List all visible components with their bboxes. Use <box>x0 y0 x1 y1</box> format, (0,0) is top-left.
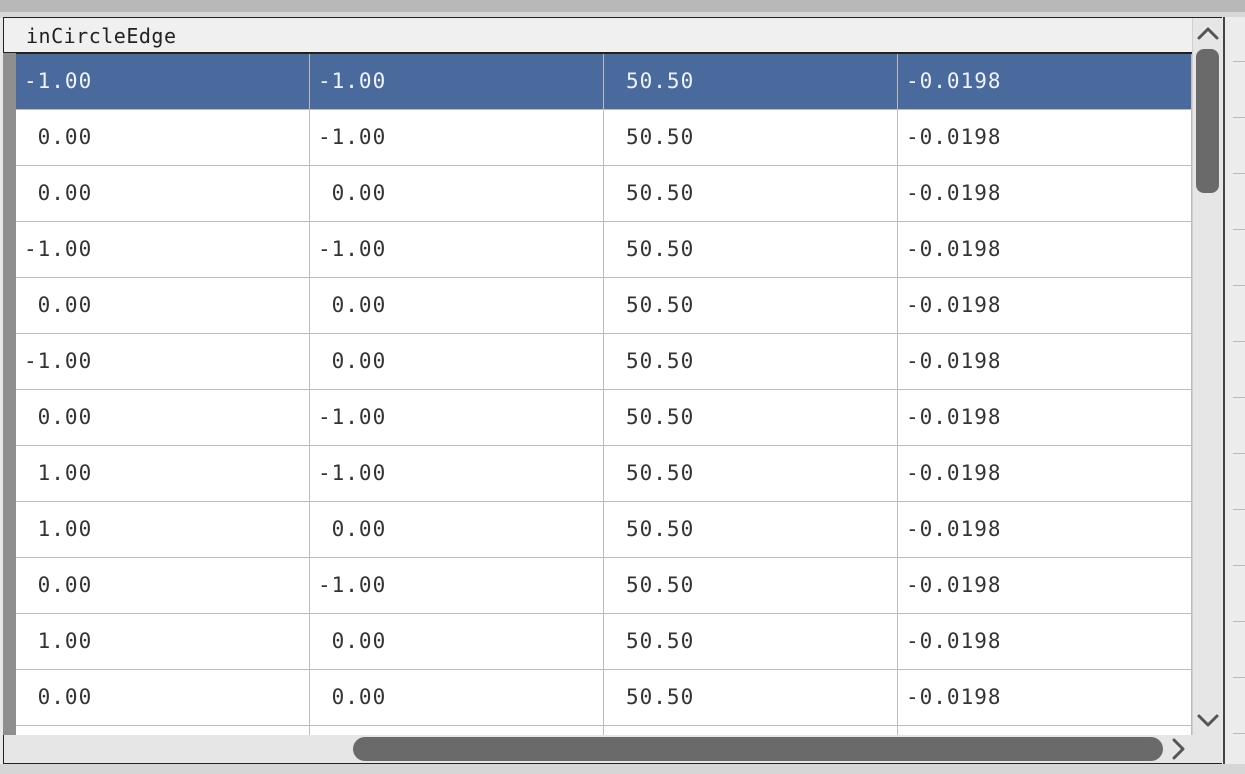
header-title: inCircleEdge <box>26 24 177 48</box>
table-cell[interactable]: -0.0198 <box>898 110 1192 165</box>
table-cell[interactable]: 50.50 <box>604 390 898 445</box>
table-cell[interactable]: -0.0198 <box>898 222 1192 277</box>
table-row[interactable]: 1.00 -1.00 50.50 -0.0198 <box>16 446 1192 502</box>
table-row[interactable]: 1.00 0.00 50.50 -0.0198 <box>16 614 1192 670</box>
chevron-right-icon[interactable] <box>1166 736 1190 762</box>
table-row-selected[interactable]: -1.00 -1.00 50.50 -0.0198 <box>16 54 1192 110</box>
table-cell[interactable]: -1.00 <box>16 334 310 389</box>
horizontal-scroll-thumb[interactable] <box>353 737 1163 761</box>
panel-divider <box>1233 61 1245 62</box>
panel-divider <box>1233 621 1245 622</box>
table-cell[interactable]: -1.00 <box>310 222 604 277</box>
panel-divider <box>1233 677 1245 678</box>
vertical-scroll-thumb[interactable] <box>1196 49 1219 193</box>
table-row[interactable]: 1.00 0.00 50.50 -0.0198 <box>16 502 1192 558</box>
table-cell[interactable]: 0.00 <box>310 278 604 333</box>
table-row[interactable]: 0.00 -1.00 50.50 -0.0198 <box>16 110 1192 166</box>
table-cell[interactable]: -1.00 <box>310 54 604 109</box>
table-row[interactable]: 0.00 0.00 50.50 -0.0198 <box>16 670 1192 726</box>
table-cell[interactable]: 50.50 <box>604 54 898 109</box>
table-row[interactable] <box>16 726 1192 735</box>
table-cell[interactable]: -0.0198 <box>898 390 1192 445</box>
table-cell[interactable]: -1.00 <box>16 222 310 277</box>
table-cell[interactable]: 50.50 <box>604 670 898 725</box>
table-cell[interactable]: 50.50 <box>604 558 898 613</box>
table-cell[interactable]: -0.0198 <box>898 614 1192 669</box>
chevron-down-icon[interactable] <box>1196 708 1220 732</box>
table-cell[interactable] <box>604 726 898 735</box>
panel-divider <box>1233 173 1245 174</box>
table-cell[interactable]: 0.00 <box>16 390 310 445</box>
table-cell[interactable]: -0.0198 <box>898 54 1192 109</box>
table-cell[interactable]: -1.00 <box>310 110 604 165</box>
scroll-corner <box>1192 735 1222 763</box>
panel-divider <box>1233 565 1245 566</box>
panel-divider <box>1233 453 1245 454</box>
table-cell[interactable]: -0.0198 <box>898 502 1192 557</box>
table-cell[interactable]: 1.00 <box>16 446 310 501</box>
table-cell[interactable]: 1.00 <box>16 614 310 669</box>
panel-divider <box>1233 397 1245 398</box>
row-header-strip <box>3 53 16 735</box>
table-cell[interactable]: 50.50 <box>604 222 898 277</box>
table-row[interactable]: 0.00 -1.00 50.50 -0.0198 <box>16 558 1192 614</box>
top-bar-edge <box>0 12 1245 18</box>
data-grid[interactable]: -1.00 -1.00 50.50 -0.0198 0.00 -1.00 50.50 -0.… <box>16 54 1192 735</box>
table-cell[interactable]: 1.00 <box>16 502 310 557</box>
table-cell[interactable]: 0.00 <box>310 502 604 557</box>
panel-divider <box>1233 509 1245 510</box>
table-cell[interactable]: 50.50 <box>604 446 898 501</box>
table-cell[interactable]: 0.00 <box>16 558 310 613</box>
panel-divider <box>1233 285 1245 286</box>
table-cell[interactable]: 0.00 <box>16 278 310 333</box>
table-cell[interactable]: -1.00 <box>310 390 604 445</box>
panel-divider <box>1233 229 1245 230</box>
table-cell[interactable]: -0.0198 <box>898 446 1192 501</box>
table-cell[interactable]: -0.0198 <box>898 166 1192 221</box>
table-cell[interactable] <box>898 726 1192 735</box>
table-cell[interactable]: 50.50 <box>604 166 898 221</box>
table-row[interactable]: 0.00 0.00 50.50 -0.0198 <box>16 278 1192 334</box>
table-row[interactable]: -1.00 -1.00 50.50 -0.0198 <box>16 222 1192 278</box>
table-row[interactable]: 0.00 -1.00 50.50 -0.0198 <box>16 390 1192 446</box>
table-cell[interactable]: 50.50 <box>604 110 898 165</box>
table-cell[interactable]: 0.00 <box>310 334 604 389</box>
table-cell[interactable]: -0.0198 <box>898 334 1192 389</box>
chevron-up-icon[interactable] <box>1196 22 1220 46</box>
panel-divider <box>1233 733 1245 734</box>
table-cell[interactable]: 0.00 <box>310 614 604 669</box>
adjacent-panel-edge <box>1223 17 1245 764</box>
table-cell[interactable]: 0.00 <box>16 670 310 725</box>
table-cell[interactable]: 0.00 <box>16 110 310 165</box>
table-cell[interactable]: 0.00 <box>310 166 604 221</box>
table-cell[interactable]: 50.50 <box>604 278 898 333</box>
table-cell[interactable]: -0.0198 <box>898 278 1192 333</box>
table-cell[interactable]: 0.00 <box>16 166 310 221</box>
table-cell[interactable]: -0.0198 <box>898 558 1192 613</box>
panel-divider <box>1233 117 1245 118</box>
table-cell[interactable]: -1.00 <box>310 558 604 613</box>
table-row[interactable]: -1.00 0.00 50.50 -0.0198 <box>16 334 1192 390</box>
table-cell[interactable]: -1.00 <box>16 54 310 109</box>
table-cell[interactable]: -1.00 <box>310 446 604 501</box>
table-cell[interactable]: 50.50 <box>604 502 898 557</box>
table-cell[interactable]: 0.00 <box>310 670 604 725</box>
table-cell[interactable]: 50.50 <box>604 614 898 669</box>
table-cell[interactable]: 50.50 <box>604 334 898 389</box>
panel-divider <box>1233 341 1245 342</box>
table-cell[interactable] <box>16 726 310 735</box>
bottom-strip <box>0 764 1245 774</box>
column-header[interactable]: inCircleEdge <box>4 18 1192 54</box>
table-cell[interactable]: -0.0198 <box>898 670 1192 725</box>
table-cell[interactable] <box>310 726 604 735</box>
table-row[interactable]: 0.00 0.00 50.50 -0.0198 <box>16 166 1192 222</box>
